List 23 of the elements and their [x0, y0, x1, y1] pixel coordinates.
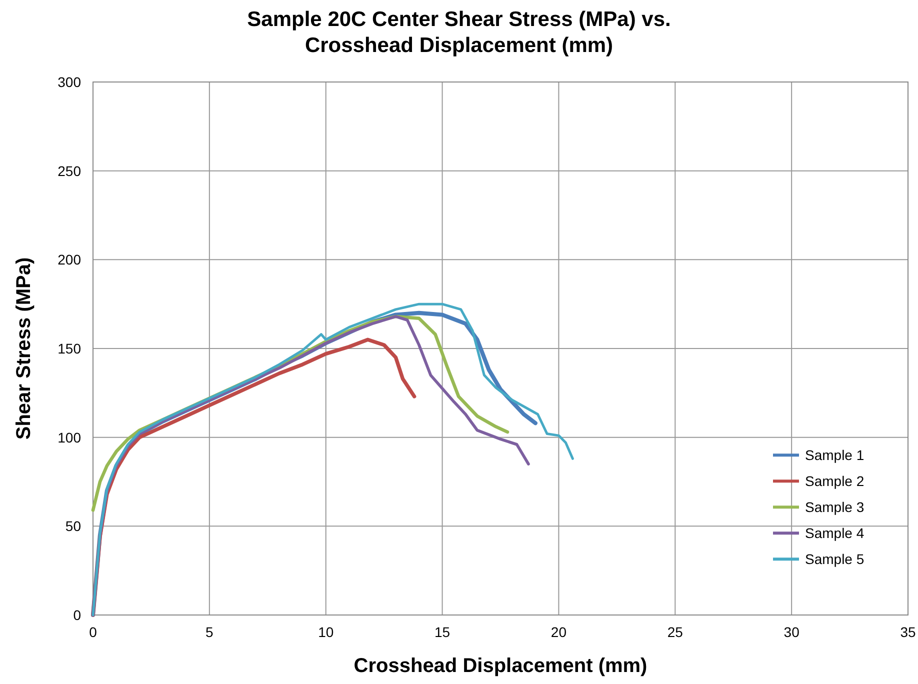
- y-tick-label: 300: [58, 74, 82, 90]
- y-tick-label: 100: [58, 429, 82, 446]
- x-axis-title: Crosshead Displacement (mm): [354, 655, 648, 677]
- x-tick-label: 10: [318, 624, 334, 640]
- y-axis-title: Shear Stress (MPa): [13, 257, 35, 440]
- legend-label: Sample 2: [805, 473, 864, 490]
- x-tick-label: 15: [434, 624, 450, 640]
- y-tick-label: 150: [58, 340, 82, 356]
- x-tick-label: 0: [89, 624, 98, 640]
- x-tick-label: 30: [784, 624, 800, 640]
- y-tick-label: 0: [73, 607, 82, 623]
- chart-title: Sample 20C Center Shear Stress (MPa) vs. Crosshead Displacement (mm): [247, 8, 671, 57]
- x-tick-label: 20: [550, 624, 567, 640]
- y-tick-label: 200: [58, 252, 82, 268]
- legend-label: Sample 5: [805, 551, 864, 568]
- legend-label: Sample 3: [805, 499, 864, 516]
- y-tick-label: 250: [58, 162, 82, 179]
- legend-label: Sample 1: [805, 447, 864, 464]
- legend-label: Sample 4: [805, 525, 864, 542]
- x-tick-label: 25: [667, 624, 684, 640]
- y-tick-label: 50: [65, 518, 82, 534]
- x-tick-label: 5: [206, 624, 214, 640]
- x-tick-label: 35: [900, 624, 916, 640]
